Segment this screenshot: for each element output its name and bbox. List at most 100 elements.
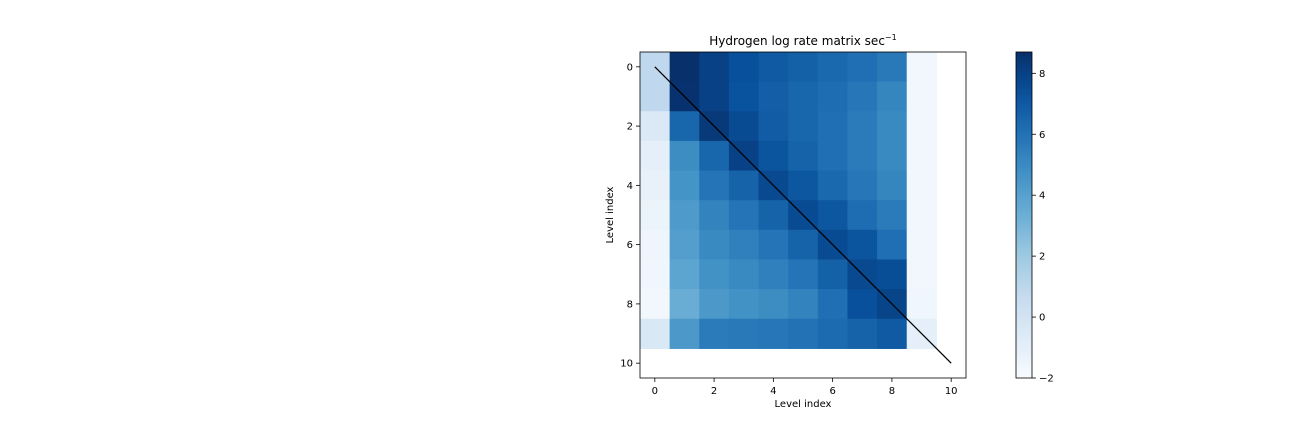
heatmap-cell	[906, 259, 937, 290]
heatmap-cell	[788, 259, 819, 290]
x-axis: 0 2 4 6 8 10	[652, 378, 958, 397]
heatmap-cell	[640, 140, 671, 172]
x-tick-label: 6	[829, 386, 835, 397]
heatmap-cell	[906, 81, 937, 112]
heatmap-cell	[847, 111, 878, 142]
x-tick-label: 2	[711, 386, 717, 397]
heatmap-cell	[669, 170, 700, 201]
y-axis-label: Level index	[605, 186, 616, 243]
x-tick-label: 0	[652, 386, 658, 397]
heatmap-cell	[758, 259, 789, 290]
heatmap-cell	[758, 200, 789, 231]
heatmap-cell	[847, 140, 878, 172]
colorbar-tick-label: 8	[1039, 69, 1045, 80]
heatmap-cell	[640, 289, 671, 320]
heatmap-cell	[669, 289, 700, 320]
heatmap-cell	[817, 81, 849, 112]
colorbar-tick-label: −2	[1039, 374, 1054, 385]
heatmap-cell	[669, 200, 700, 231]
y-axis: 0 2 4 6 8 10	[620, 62, 640, 370]
heatmap-cell	[788, 289, 819, 320]
heatmap-cell	[906, 170, 937, 201]
heatmap-cell	[847, 52, 878, 83]
heatmap-cell	[669, 52, 700, 83]
heatmap-cell	[788, 52, 819, 83]
heatmap-cell	[699, 170, 730, 201]
colorbar-tick-label: 0	[1039, 313, 1045, 324]
heatmap-cell	[817, 170, 849, 201]
heatmap-cell	[817, 200, 849, 231]
colorbar-tick-label: 6	[1039, 130, 1045, 141]
heatmap-cell	[906, 140, 937, 172]
y-tick-label: 10	[620, 359, 633, 370]
heatmap-cell	[817, 111, 849, 142]
heatmap-cell	[788, 111, 819, 142]
heatmap-cell	[847, 318, 878, 349]
heatmap-cell	[640, 81, 671, 112]
y-tick-label: 6	[627, 240, 633, 251]
heatmap-cell	[699, 229, 730, 261]
heatmap-cell	[758, 140, 789, 172]
heatmap-cell	[788, 229, 819, 261]
heatmap-cell	[728, 200, 760, 231]
heatmap-cell	[906, 229, 937, 261]
heatmap-cell	[877, 140, 908, 172]
y-tick-label: 2	[627, 122, 633, 133]
heatmap-cell	[728, 81, 760, 112]
heatmap-cell	[817, 52, 849, 83]
heatmap-cell	[640, 318, 671, 349]
heatmap-cell	[669, 111, 700, 142]
heatmap-cell	[699, 81, 730, 112]
heatmap-cell	[847, 229, 878, 261]
y-tick-label: 8	[627, 299, 633, 310]
heatmap-cell	[877, 200, 908, 231]
heatmap-cell	[728, 259, 760, 290]
heatmap-cell	[877, 81, 908, 112]
heatmap-cell	[640, 259, 671, 290]
heatmap-cell	[788, 170, 819, 201]
heatmap-cell	[877, 52, 908, 83]
heatmap-cell	[847, 289, 878, 320]
heatmap-cell	[640, 200, 671, 231]
heatmap-cell	[728, 229, 760, 261]
heatmap-cell	[640, 229, 671, 261]
heatmap-cell	[728, 318, 760, 349]
heatmap-cell	[728, 170, 760, 201]
heatmap-cell	[699, 200, 730, 231]
colorbar-ticks: −2 0 2 4 6 8	[1032, 69, 1054, 385]
heatmap-cell	[699, 318, 730, 349]
heatmap-cell	[817, 140, 849, 172]
y-tick-label: 4	[627, 181, 633, 192]
colorbar	[1015, 51, 1033, 379]
heatmap-cell	[699, 52, 730, 83]
heatmap-cell	[817, 318, 849, 349]
heatmap-cell	[669, 229, 700, 261]
diagonal-line	[654, 66, 952, 364]
heatmap-cell	[877, 111, 908, 142]
heatmap-cell	[758, 318, 789, 349]
heatmap-cell	[817, 259, 849, 290]
heatmap-cell	[640, 170, 671, 201]
heatmap-cell	[669, 259, 700, 290]
heatmap-cell	[758, 229, 789, 261]
heatmap-cell	[906, 289, 937, 320]
heatmap-cell	[669, 318, 700, 349]
heatmap-cell	[758, 81, 789, 112]
heatmap-cell	[788, 81, 819, 112]
heatmap-cell	[877, 259, 908, 290]
x-tick-label: 10	[945, 386, 958, 397]
colorbar-tick-label: 2	[1039, 252, 1045, 263]
x-tick-label: 4	[770, 386, 776, 397]
heatmap-cell	[669, 140, 700, 172]
heatmap-cell	[877, 229, 908, 261]
heatmap-cell	[906, 111, 937, 142]
chart-title: Hydrogen log rate matrix sec−1	[709, 33, 896, 48]
heatmap-cell	[906, 52, 937, 83]
heatmap-cell	[640, 111, 671, 142]
heatmap-cell	[699, 140, 730, 172]
heatmap-cell	[877, 170, 908, 201]
heatmap-cell	[906, 200, 937, 231]
heatmap-cell	[847, 170, 878, 201]
heatmap-cell	[758, 111, 789, 142]
